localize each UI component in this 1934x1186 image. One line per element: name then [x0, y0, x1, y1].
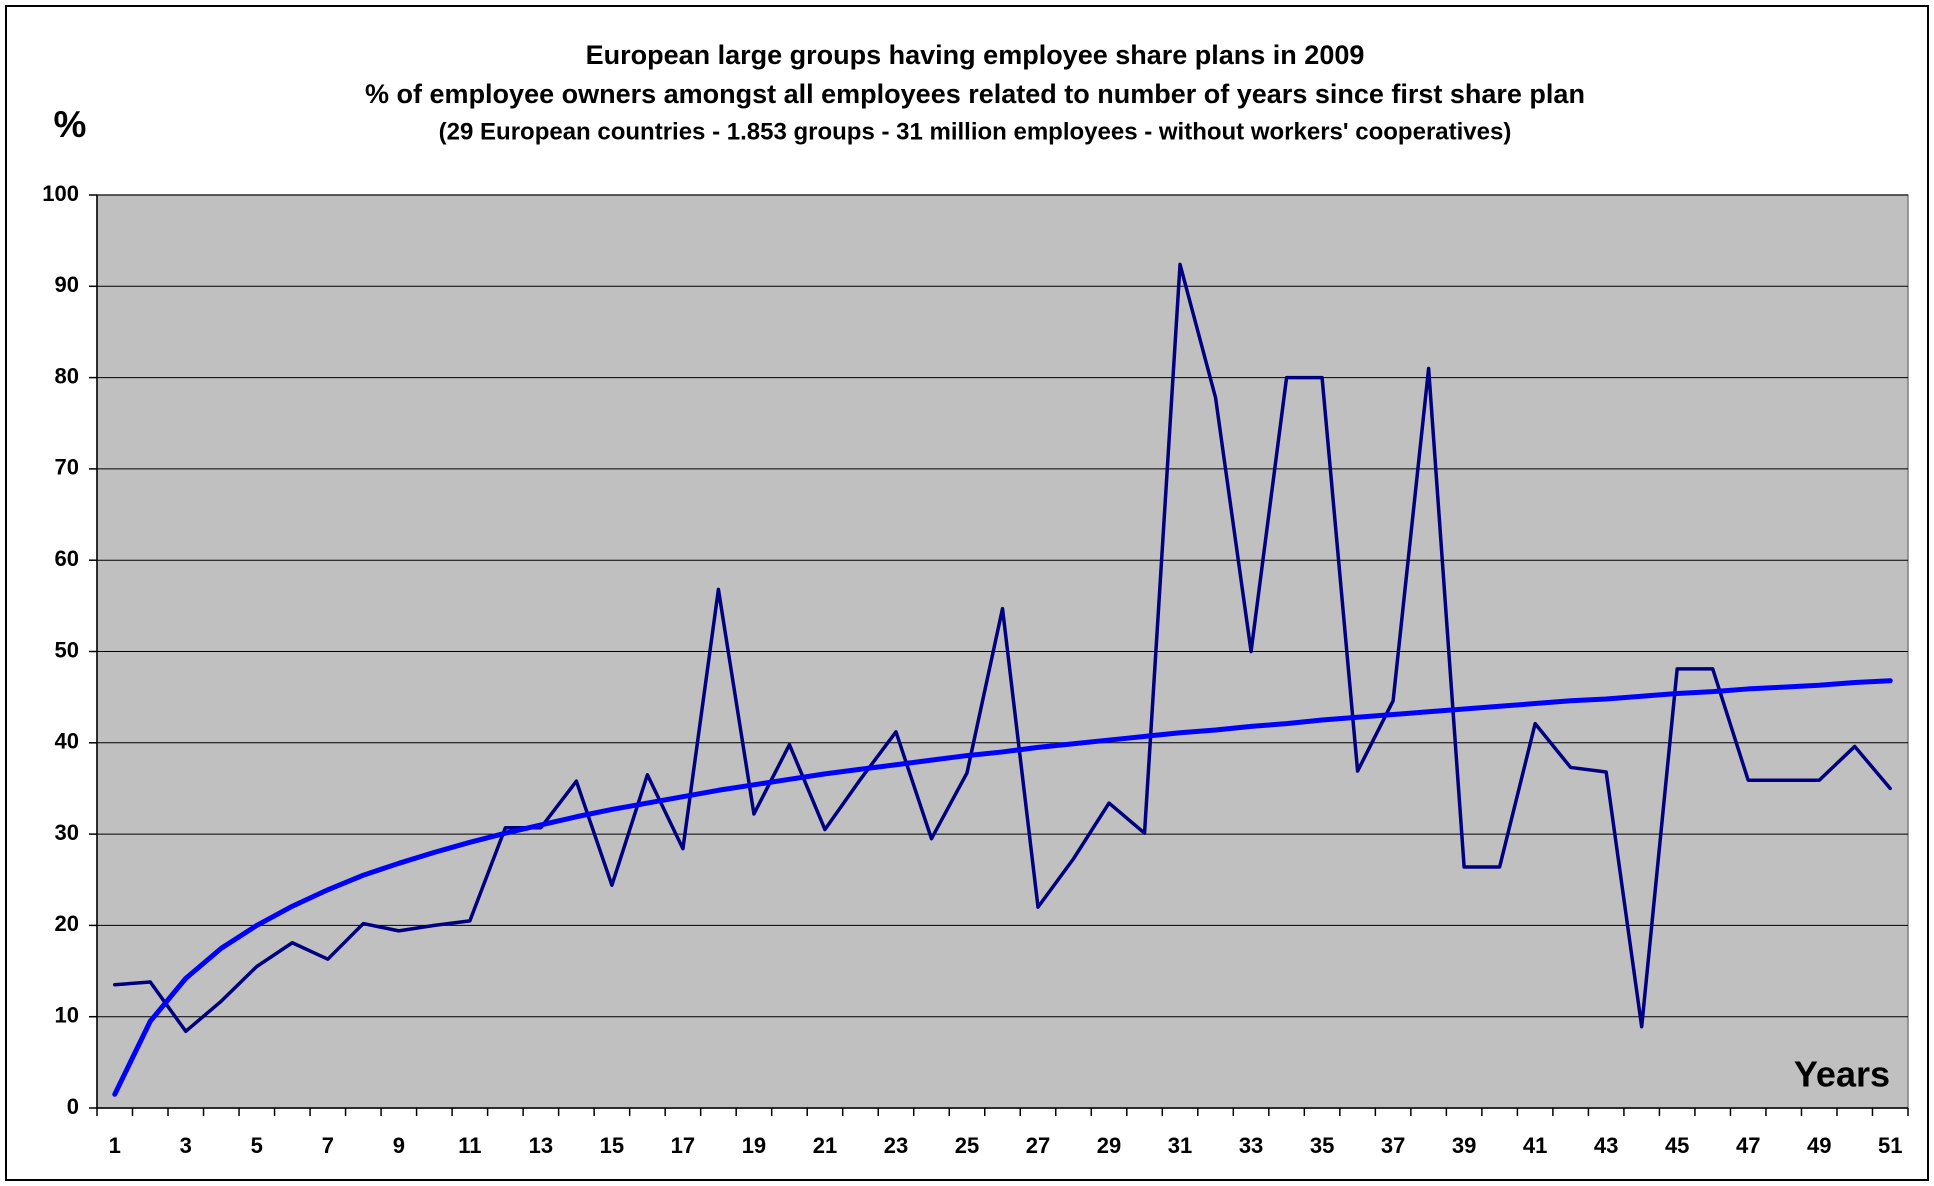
trend-line — [112, 678, 1893, 1097]
x-tick-label: 37 — [1381, 1133, 1405, 1158]
x-tick-label: 11 — [458, 1133, 481, 1158]
x-tick-label: 51 — [1878, 1133, 1902, 1158]
x-tick-label: 7 — [322, 1133, 334, 1158]
y-tick-label: 40 — [55, 729, 79, 754]
x-tick-label: 29 — [1097, 1133, 1121, 1158]
x-tick-label: 13 — [529, 1133, 553, 1158]
data-line — [113, 262, 1892, 1034]
y-tick-label: 90 — [55, 272, 79, 297]
y-tick-label: 60 — [55, 546, 79, 571]
x-tick-label: 49 — [1807, 1133, 1831, 1158]
y-tick-label: 70 — [55, 455, 79, 480]
x-tick-label: 31 — [1168, 1133, 1192, 1158]
x-tick-label: 41 — [1523, 1133, 1547, 1158]
x-tick-label: 25 — [955, 1133, 979, 1158]
x-tick-label: 5 — [251, 1133, 263, 1158]
x-tick-label: 17 — [671, 1133, 695, 1158]
y-tick-label: 0 — [67, 1094, 79, 1119]
x-tick-label: 45 — [1665, 1133, 1689, 1158]
chart-title: European large groups having employee sh… — [586, 40, 1365, 70]
y-axis-label: % — [54, 104, 87, 145]
y-tick-label: 10 — [55, 1003, 79, 1028]
chart-subtitle: % of employee owners amongst all employe… — [365, 79, 1585, 109]
x-tick-label: 15 — [600, 1133, 624, 1158]
x-tick-label: 27 — [1026, 1133, 1050, 1158]
x-tick-label: 1 — [109, 1133, 121, 1158]
x-tick-label: 3 — [180, 1133, 192, 1158]
x-tick-label: 23 — [884, 1133, 908, 1158]
x-tick-label: 47 — [1736, 1133, 1760, 1158]
chart-subtitle: (29 European countries - 1.853 groups - … — [439, 118, 1512, 145]
y-tick-label: 80 — [55, 363, 79, 388]
x-tick-label: 35 — [1310, 1133, 1334, 1158]
x-tick-label: 43 — [1594, 1133, 1618, 1158]
x-tick-label: 9 — [393, 1133, 405, 1158]
x-tick-label: 19 — [742, 1133, 766, 1158]
x-tick-label: 33 — [1239, 1133, 1263, 1158]
x-tick-label: 21 — [813, 1133, 837, 1158]
y-tick-label: 100 — [42, 181, 79, 206]
y-tick-label: 30 — [55, 820, 79, 845]
y-tick-label: 50 — [55, 637, 79, 662]
y-tick-label: 20 — [55, 911, 79, 936]
x-tick-label: 39 — [1452, 1133, 1476, 1158]
x-axis-label: Years — [1794, 1054, 1890, 1095]
